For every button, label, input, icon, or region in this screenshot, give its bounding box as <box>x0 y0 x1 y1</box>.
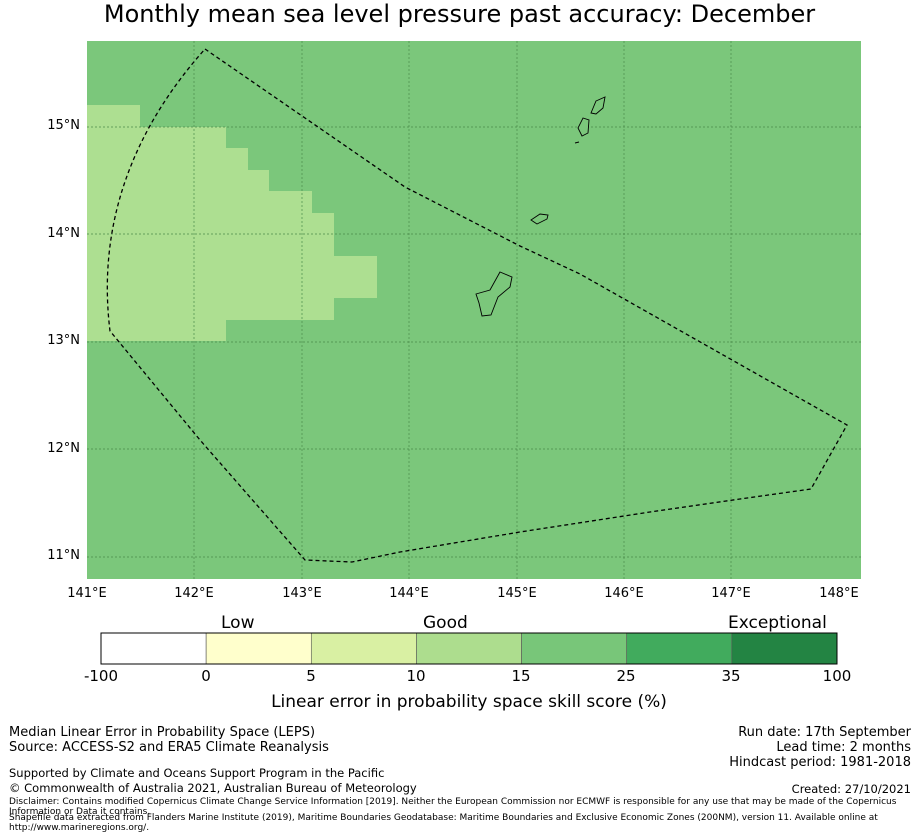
eez-boundary <box>106 48 848 563</box>
colorbar <box>100 632 838 665</box>
colorbar-label-low: Low <box>221 613 255 633</box>
lon-label-146: 146°E <box>604 586 644 601</box>
island-saipan <box>590 96 606 115</box>
colorbar-cell <box>310 632 417 665</box>
colorbar-cell <box>205 632 312 665</box>
island-rota <box>530 213 549 225</box>
island-aguijan <box>574 141 580 144</box>
island-tinian <box>577 117 590 137</box>
support-text: Supported by Climate and Oceans Support … <box>9 766 385 780</box>
lat-label-15: 15°N <box>47 118 80 133</box>
colorbar-cells <box>100 632 838 665</box>
chart-title: Monthly mean sea level pressure past acc… <box>103 0 816 28</box>
created-text: Created: 27/10/2021 <box>791 782 911 796</box>
source-text: Source: ACCESS-S2 and ERA5 Climate Reana… <box>9 740 329 755</box>
lat-label-13: 13°N <box>47 333 80 348</box>
copyright-text: © Commonwealth of Australia 2021, Austra… <box>9 781 417 795</box>
colorbar-label-exceptional: Exceptional <box>728 613 827 633</box>
colorbar-outline <box>100 632 838 665</box>
colorbar-cell <box>100 632 207 665</box>
lon-label-145: 145°E <box>497 586 537 601</box>
lon-label-141: 141°E <box>67 586 107 601</box>
lighter-skill-region <box>87 105 377 341</box>
map-canvas <box>87 41 861 579</box>
lat-label-12: 12°N <box>47 441 80 456</box>
lead-time-text: Lead time: 2 months <box>776 740 911 755</box>
lon-label-143: 143°E <box>282 586 322 601</box>
lat-label-14: 14°N <box>47 226 80 241</box>
colorbar-tick: 35 <box>721 667 741 685</box>
method-text: Median Linear Error in Probability Space… <box>9 725 316 740</box>
colorbar-cell <box>416 632 522 665</box>
colorbar-tick: 0 <box>201 667 211 685</box>
colorbar-tick: 15 <box>511 667 531 685</box>
colorbar-cell <box>626 632 733 665</box>
colorbar-tick: 5 <box>306 667 316 685</box>
lon-label-144: 144°E <box>389 586 429 601</box>
colorbar-tick: 10 <box>406 667 426 685</box>
hindcast-text: Hindcast period: 1981-2018 <box>729 755 911 770</box>
colorbar-tick: -100 <box>83 667 119 685</box>
colorbar-tick: 100 <box>822 667 852 685</box>
colorbar-cell <box>731 632 838 665</box>
map-gridlines <box>87 41 861 579</box>
disclaimer-text: Disclaimer: Contains modified Copernicus… <box>9 797 897 817</box>
colorbar-title: Linear error in probability space skill … <box>271 692 667 712</box>
run-date-text: Run date: 17th September <box>738 725 911 740</box>
lon-label-147: 147°E <box>711 586 751 601</box>
lat-label-11: 11°N <box>47 548 80 563</box>
colorbar-tick: 25 <box>616 667 636 685</box>
colorbar-label-good: Good <box>423 613 468 633</box>
shapefile-text: Shapefile data extracted from Flanders M… <box>9 813 878 833</box>
island-guam <box>475 271 513 317</box>
colorbar-cell <box>521 632 628 665</box>
lon-label-148: 148°E <box>819 586 859 601</box>
lon-label-142: 142°E <box>174 586 214 601</box>
